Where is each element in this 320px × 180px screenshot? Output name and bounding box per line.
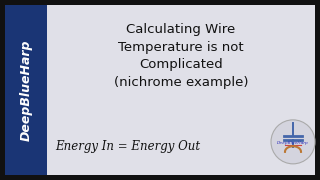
Text: Energy In = Energy Out: Energy In = Energy Out <box>55 140 200 153</box>
FancyBboxPatch shape <box>5 5 315 175</box>
FancyBboxPatch shape <box>5 5 47 175</box>
Text: DeepBlueHarp: DeepBlueHarp <box>20 39 33 141</box>
Circle shape <box>271 120 315 164</box>
Text: Calculating Wire
Temperature is not
Complicated
(nichrome example): Calculating Wire Temperature is not Comp… <box>114 23 248 89</box>
Text: DeepBlueHarp: DeepBlueHarp <box>277 141 309 145</box>
